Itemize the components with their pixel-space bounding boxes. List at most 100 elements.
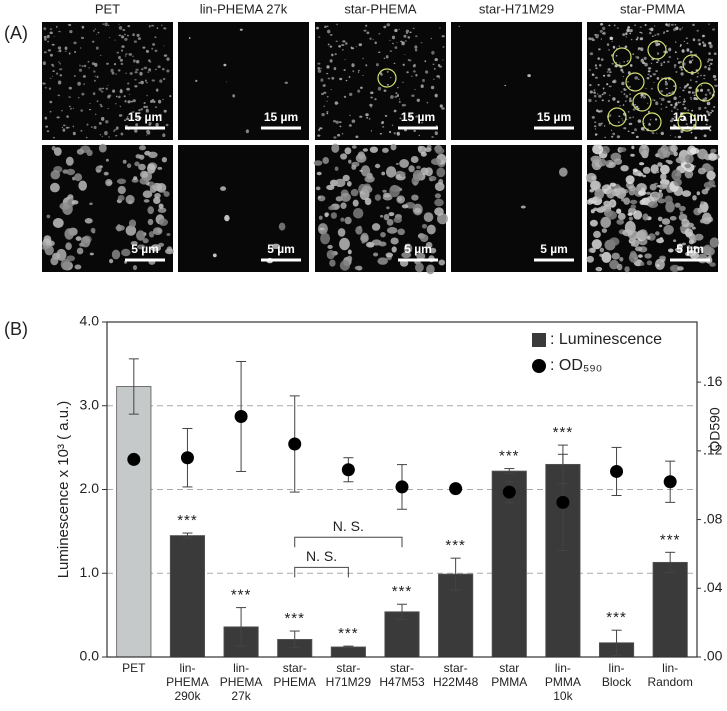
bracket-label: N. S. (333, 518, 364, 534)
texture (329, 59, 333, 63)
texture (692, 38, 696, 42)
texture (401, 204, 409, 209)
texture (364, 197, 372, 206)
texture (434, 193, 441, 199)
texture (684, 169, 694, 179)
texture (637, 78, 640, 81)
texture (121, 248, 131, 257)
texture (673, 239, 677, 242)
texture (634, 76, 638, 80)
texture (368, 118, 371, 120)
texture (64, 46, 68, 50)
texture (163, 27, 167, 30)
texture (619, 147, 627, 153)
texture (622, 104, 625, 106)
texture (627, 81, 629, 83)
texture (157, 65, 161, 68)
texture (631, 131, 635, 134)
texture (673, 64, 677, 67)
texture (136, 60, 140, 64)
x-tick-label: star- (444, 661, 468, 675)
texture (665, 106, 668, 108)
texture (341, 44, 345, 46)
texture (601, 185, 608, 190)
texture (340, 192, 351, 202)
texture (611, 135, 614, 138)
texture (656, 185, 661, 188)
texture (611, 252, 620, 260)
texture (100, 105, 103, 108)
texture (629, 64, 633, 67)
texture (642, 96, 647, 99)
texture (51, 63, 54, 66)
texture (644, 253, 652, 259)
texture (592, 144, 604, 155)
texture (118, 34, 122, 37)
texture (685, 251, 692, 257)
texture (627, 212, 633, 216)
texture (660, 173, 667, 181)
texture (391, 124, 394, 126)
texture (135, 68, 139, 71)
texture (412, 27, 415, 30)
texture (163, 191, 170, 197)
texture (649, 75, 652, 78)
texture (127, 100, 131, 104)
texture (91, 126, 93, 128)
texture (588, 37, 592, 41)
texture (366, 31, 370, 35)
texture (132, 111, 135, 113)
texture (220, 186, 227, 191)
texture (52, 136, 56, 139)
texture (401, 42, 404, 44)
texture (593, 89, 596, 92)
texture (632, 53, 635, 55)
texture (689, 52, 692, 54)
y-axis-label: Luminescence x 10³ ( a.u.) (55, 401, 72, 579)
texture (81, 25, 85, 29)
texture (422, 78, 425, 83)
texture (668, 47, 672, 52)
texture (428, 175, 437, 182)
texture (631, 145, 635, 150)
texture (89, 252, 94, 256)
texture (390, 143, 397, 151)
texture (115, 73, 117, 75)
texture (331, 53, 334, 57)
texture (56, 116, 60, 119)
texture (622, 33, 626, 36)
texture (618, 121, 620, 124)
texture (591, 175, 596, 180)
texture (593, 230, 601, 238)
texture (643, 56, 647, 60)
texture (138, 163, 146, 171)
texture (92, 92, 96, 96)
legend-swatch (532, 333, 546, 347)
texture (413, 174, 419, 180)
texture (647, 70, 651, 73)
texture (86, 123, 89, 126)
texture (619, 257, 624, 262)
highlight-circle (612, 47, 632, 67)
texture (678, 61, 683, 63)
texture (609, 114, 612, 117)
texture (628, 116, 632, 119)
texture (158, 203, 164, 209)
texture (76, 148, 84, 155)
texture (643, 130, 645, 132)
texture (63, 124, 66, 127)
x-tick-label: lin- (555, 661, 571, 675)
texture (327, 77, 331, 80)
texture (370, 96, 373, 99)
texture (330, 212, 337, 219)
texture (64, 228, 74, 240)
texture (133, 59, 136, 63)
texture (362, 57, 364, 60)
texture (402, 63, 405, 66)
texture (601, 251, 612, 263)
texture (322, 157, 330, 164)
texture (114, 128, 117, 131)
texture (435, 147, 445, 155)
texture (143, 105, 146, 109)
texture (326, 249, 335, 260)
